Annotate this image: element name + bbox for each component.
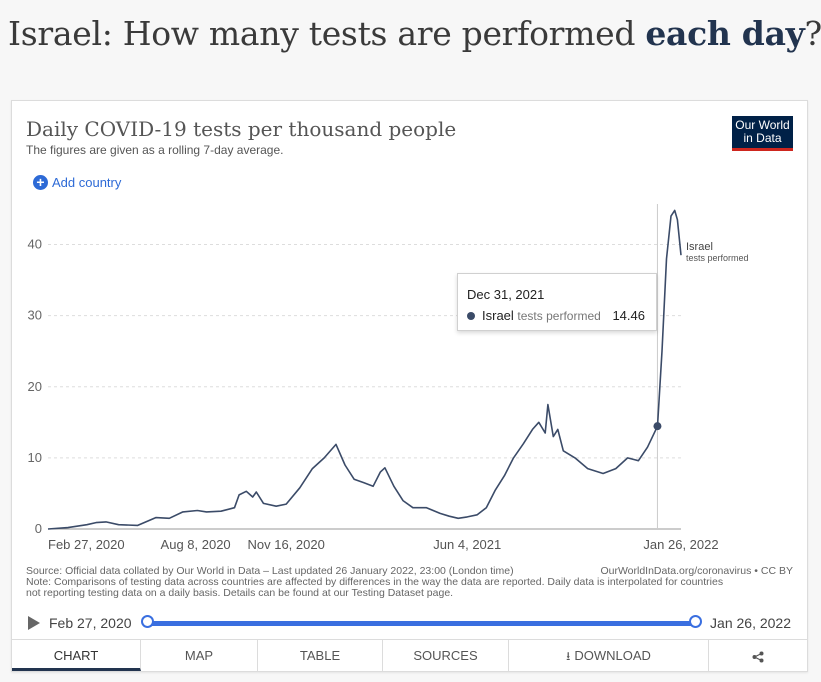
series-label: Israel — [686, 241, 713, 253]
add-country-button[interactable]: + Add country — [33, 175, 121, 190]
tab-map[interactable]: Map — [141, 640, 258, 671]
timeline-start-label: Feb 27, 2020 — [49, 615, 132, 631]
x-tick-label: Aug 8, 2020 — [161, 537, 231, 552]
y-tick-label: 30 — [28, 308, 42, 323]
share-icon — [752, 651, 764, 663]
tab-table[interactable]: Table — [258, 640, 383, 671]
y-tick-label: 10 — [28, 450, 42, 465]
x-tick-label: Feb 27, 2020 — [48, 537, 125, 552]
tooltip-metric: tests performed — [517, 309, 601, 323]
y-tick-label: 40 — [28, 237, 42, 252]
tab-download[interactable]: ⭳ Download — [509, 640, 709, 671]
tooltip-entity-name: Israel — [482, 308, 514, 323]
tab-download-label: Download — [574, 648, 651, 663]
source-note: Source: Official data collated by Our Wo… — [26, 566, 793, 599]
line-chart[interactable]: 0 10 20 30 40 Feb 27, 2020 Aug 8, 2020 Nov 16, … — [12, 101, 807, 563]
tab-chart[interactable]: Chart — [12, 640, 141, 671]
play-icon[interactable] — [28, 616, 40, 630]
tooltip-date: Dec 31, 2021 — [467, 287, 545, 302]
page-title-suffix: ? — [804, 14, 821, 53]
note-line-2: not reporting testing data on a daily ba… — [26, 587, 454, 599]
series-line-israel — [47, 209, 682, 530]
timeline-track[interactable] — [147, 621, 695, 626]
chart-subtitle: The figures are given as a rolling 7-day… — [26, 143, 284, 157]
series-dot-icon — [467, 312, 475, 320]
series-label-metric: tests performed — [686, 253, 749, 263]
x-tick-label: Jan 26, 2022 — [643, 537, 718, 552]
owid-logo[interactable]: Our World in Data — [732, 116, 793, 151]
logo-line-2: in Data — [743, 131, 782, 145]
source-line[interactable]: Source: Official data collated by Our Wo… — [26, 565, 514, 577]
timeline-end-label: Jan 26, 2022 — [710, 615, 791, 631]
logo-line-1: Our World — [735, 118, 790, 132]
page-title-prefix: Israel: How many tests are performed — [8, 14, 646, 53]
tooltip-value: 14.46 — [612, 308, 645, 323]
tab-bar: Chart Map Table Sources ⭳ Download — [12, 639, 807, 671]
timeline: Feb 27, 2020 Jan 26, 2022 — [12, 613, 807, 637]
page-title-bold: each day — [645, 14, 805, 53]
x-tick-label: Nov 16, 2020 — [247, 537, 324, 552]
source-url[interactable]: OurWorldInData.org/coronavirus • CC BY — [600, 565, 793, 577]
timeline-start-handle[interactable] — [141, 615, 154, 628]
plus-circle-icon: + — [33, 175, 48, 190]
y-tick-label: 20 — [28, 379, 42, 394]
tab-sources[interactable]: Sources — [383, 640, 509, 671]
add-country-label: Add country — [52, 175, 122, 190]
highlight-point — [653, 422, 662, 431]
note-line-1: Note: Comparisons of testing data across… — [26, 576, 724, 588]
tab-share[interactable] — [709, 640, 807, 671]
tooltip: Dec 31, 2021 Israel tests performed 14.4… — [457, 273, 657, 331]
tooltip-entity: Israel tests performed — [482, 308, 601, 323]
chart-title: Daily COVID-19 tests per thousand people — [26, 117, 457, 141]
timeline-end-handle[interactable] — [689, 615, 702, 628]
y-tick-label: 0 — [35, 521, 42, 536]
page-title: Israel: How many tests are performed eac… — [8, 14, 821, 53]
chart-card: Daily COVID-19 tests per thousand people… — [11, 100, 808, 672]
download-icon: ⭳ — [566, 649, 571, 663]
x-tick-label: Jun 4, 2021 — [433, 537, 501, 552]
